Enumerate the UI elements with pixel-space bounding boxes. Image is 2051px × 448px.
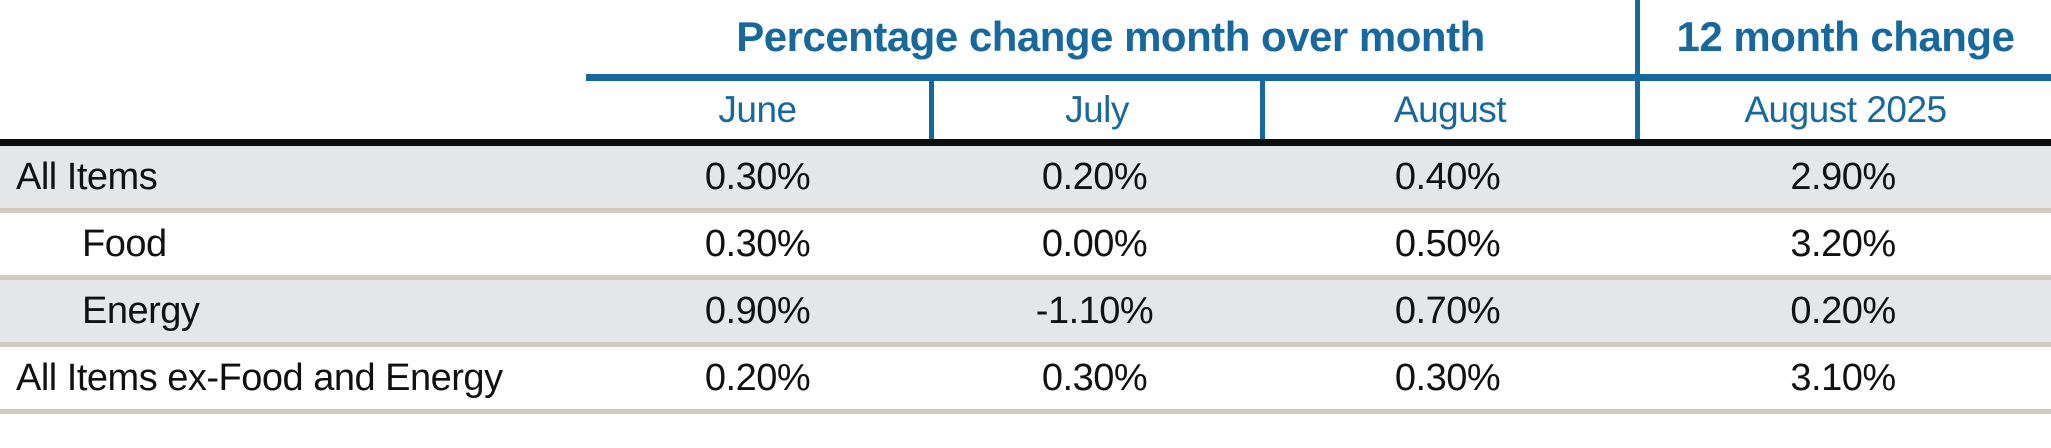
value-august: 0.70%	[1394, 289, 1501, 332]
value-june: 0.30%	[704, 222, 811, 265]
value-august: 0.40%	[1394, 155, 1501, 198]
value-12-month: 3.10%	[1790, 356, 1896, 399]
column-header-august: August	[1260, 81, 1635, 139]
table-row-energy: Energy 0.90% -1.10% 0.70% 0.20%	[0, 280, 2051, 347]
table-row-food: Food 0.30% 0.00% 0.50% 3.20%	[0, 213, 2051, 280]
value-june: 0.90%	[704, 289, 811, 332]
column-header-june: June	[718, 89, 797, 130]
value-12-month: 0.20%	[1790, 289, 1896, 332]
row-label: All Items ex-Food and Energy	[16, 356, 503, 399]
value-june: 0.20%	[704, 356, 811, 399]
value-august: 0.30%	[1394, 356, 1501, 399]
value-12-month: 2.90%	[1790, 155, 1896, 198]
row-label: Food	[82, 222, 167, 265]
value-july: -1.10%	[1035, 289, 1154, 332]
value-july: 0.30%	[1041, 356, 1148, 399]
value-july: 0.20%	[1041, 155, 1148, 198]
column-header-august-2025: August 2025	[1635, 81, 2051, 139]
table-row-all-items-ex-food-energy: All Items ex-Food and Energy 0.20% 0.30%…	[0, 347, 2051, 414]
group-header-month-over-month: Percentage change month over month	[586, 0, 1635, 81]
column-header-spacer	[0, 81, 586, 139]
header-divider-rule	[0, 139, 2051, 146]
group-header-12-month-change: 12 month change	[1635, 0, 2051, 81]
group-header-row: Percentage change month over month 12 mo…	[0, 0, 2051, 81]
table-row-all-items: All Items 0.30% 0.20% 0.40% 2.90%	[0, 146, 2051, 213]
row-label: All Items	[16, 155, 158, 198]
value-july: 0.00%	[1041, 222, 1148, 265]
value-june: 0.30%	[704, 155, 811, 198]
header-spacer	[0, 0, 586, 81]
column-header-july: July	[929, 81, 1260, 139]
value-12-month: 3.20%	[1790, 222, 1896, 265]
row-label: Energy	[82, 289, 200, 332]
column-header-row: June July August August 2025	[0, 81, 2051, 139]
value-august: 0.50%	[1394, 222, 1501, 265]
